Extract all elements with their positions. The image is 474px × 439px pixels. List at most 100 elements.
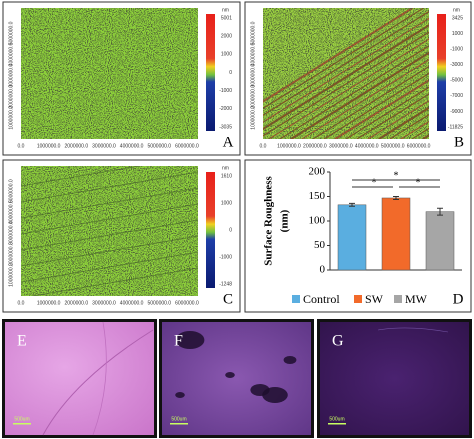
scale-bar xyxy=(170,423,188,425)
colorbar-label: -2000 xyxy=(219,106,232,112)
panel-label: C xyxy=(223,291,233,307)
colorbar-label: 2000 xyxy=(221,33,232,39)
x-tick-label: 1000000.0 xyxy=(37,300,61,306)
colorbar-label: -3035 xyxy=(219,124,232,130)
x-tick-label: 2000000.0 xyxy=(303,143,327,149)
scale-label: 500um xyxy=(14,416,29,422)
legend-swatch xyxy=(394,295,402,303)
y-tick-label: 4000000.0 xyxy=(8,200,14,224)
scale-label: 500um xyxy=(329,416,344,422)
y-tick-label: 0 xyxy=(320,264,326,276)
panel-label: B xyxy=(454,134,464,150)
bar xyxy=(425,211,455,271)
x-tick-label: 3000000.0 xyxy=(92,300,116,306)
legend-label: Control xyxy=(303,292,340,306)
x-tick-label: 4000000.0 xyxy=(120,300,144,306)
y-tick-label: 5000000.0 xyxy=(8,179,14,203)
x-tick-label: 2000000.0 xyxy=(64,143,88,149)
x-tick-label: 3000000.0 xyxy=(92,143,116,149)
colorbar-unit: nm xyxy=(222,7,229,13)
y-tick-label: 2000000.0 xyxy=(250,85,256,109)
y-tick-label: 100 xyxy=(309,215,326,227)
y-tick-label: 5000000.0 xyxy=(8,21,14,45)
x-tick-label: 5000000.0 xyxy=(381,143,405,149)
legend-swatch xyxy=(354,295,362,303)
x-tick-label: 1000000.0 xyxy=(277,143,301,149)
error-bar xyxy=(349,202,355,207)
x-tick-label: 0.0 xyxy=(260,143,267,149)
micrograph xyxy=(320,322,469,435)
colorbar-label: -1000 xyxy=(219,88,232,94)
x-tick-label: 6000000.0 xyxy=(175,143,199,149)
colorbar-unit: nm xyxy=(222,165,229,171)
colorbar xyxy=(206,14,215,131)
afm-speckle xyxy=(263,8,429,139)
y-tick-label: 50 xyxy=(314,239,326,251)
colorbar-label: -9000 xyxy=(450,109,463,115)
x-tick-label: 6000000.0 xyxy=(407,143,431,149)
y-tick-label: 5000000.0 xyxy=(250,21,256,45)
x-tick-label: 0.0 xyxy=(18,143,25,149)
error-bar xyxy=(393,196,399,200)
panel-label: F xyxy=(174,333,183,350)
bar xyxy=(337,204,367,271)
x-tick-label: 3000000.0 xyxy=(329,143,353,149)
y-tick-label: 150 xyxy=(309,190,326,202)
sig-star: * xyxy=(394,170,399,181)
colorbar-label: -11825 xyxy=(448,124,463,130)
micrograph xyxy=(5,322,154,435)
colorbar-label: 1000 xyxy=(221,200,232,206)
colorbar-label: -1000 xyxy=(219,254,232,260)
x-tick-label: 2000000.0 xyxy=(64,300,88,306)
x-tick-label: 0.0 xyxy=(18,300,25,306)
panel-label: E xyxy=(17,333,27,350)
scale-label: 500um xyxy=(171,416,186,422)
colorbar-label: -3000 xyxy=(450,62,463,68)
afm-speckle xyxy=(21,166,198,296)
y-tick-label: 4000000.0 xyxy=(250,42,256,66)
colorbar-label: 1000 xyxy=(221,52,232,58)
sig-star: * xyxy=(416,177,421,188)
colorbar xyxy=(437,14,446,131)
y-tick-label: 2000000.0 xyxy=(8,242,14,266)
y-tick-label: 3000000.0 xyxy=(8,64,14,88)
panel-label: A xyxy=(223,134,234,150)
y-axis-title: Surface Roughness xyxy=(263,176,275,266)
blot xyxy=(175,331,205,349)
colorbar-label: -5000 xyxy=(450,78,463,84)
legend-label: SW xyxy=(365,292,384,306)
colorbar-label: -1000 xyxy=(450,46,463,52)
blot xyxy=(225,372,235,378)
colorbar-label: -7000 xyxy=(450,93,463,99)
blot xyxy=(262,387,288,403)
colorbar-label: 0 xyxy=(229,227,232,233)
y-tick-label: 1000000.0 xyxy=(8,263,14,287)
blot xyxy=(283,356,297,364)
colorbar-unit: nm xyxy=(453,7,460,13)
x-tick-label: 5000000.0 xyxy=(147,300,171,306)
bar xyxy=(381,197,411,271)
x-tick-label: 4000000.0 xyxy=(355,143,379,149)
x-tick-label: 5000000.0 xyxy=(147,143,171,149)
y-axis-unit: (nm) xyxy=(279,209,291,232)
colorbar-label: 3425 xyxy=(452,15,463,21)
scale-bar xyxy=(328,423,346,425)
colorbar xyxy=(206,172,215,288)
colorbar-label: 5001 xyxy=(221,15,232,21)
blot xyxy=(175,392,185,398)
x-tick-label: 4000000.0 xyxy=(120,143,144,149)
streak xyxy=(377,327,449,333)
vein xyxy=(42,329,154,436)
x-tick-label: 6000000.0 xyxy=(175,300,199,306)
colorbar-label: 0 xyxy=(229,70,232,76)
y-tick-label: 1000000.0 xyxy=(8,106,14,130)
sig-star: * xyxy=(372,177,377,188)
colorbar-label: 1000 xyxy=(452,31,463,37)
y-tick-label: 3000000.0 xyxy=(8,221,14,245)
y-tick-label: 3000000.0 xyxy=(250,64,256,88)
panel-label: G xyxy=(332,333,344,350)
panel-label: D xyxy=(453,291,464,307)
scale-bar xyxy=(13,423,31,425)
legend-swatch xyxy=(292,295,300,303)
